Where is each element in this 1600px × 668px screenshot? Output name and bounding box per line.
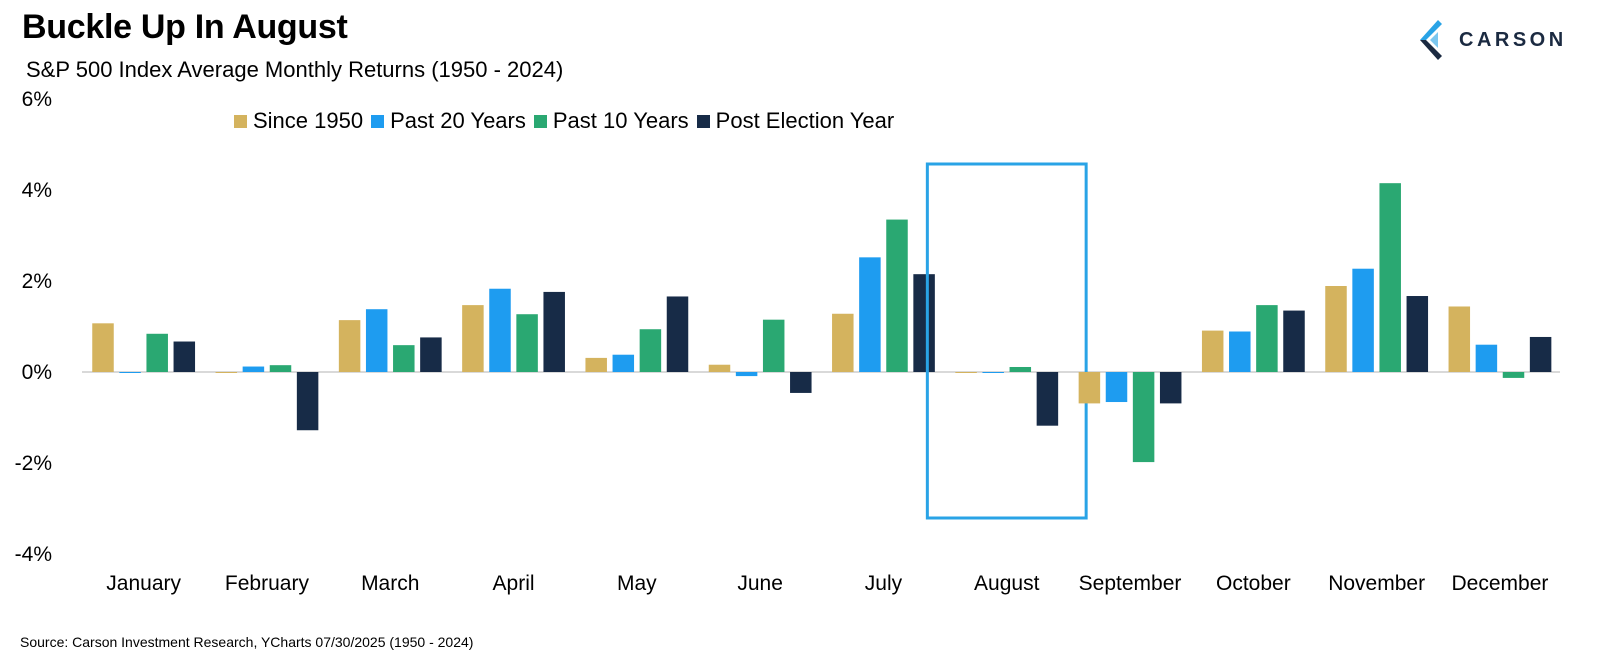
bar-since-1950 — [832, 313, 854, 372]
legend-swatch — [234, 114, 247, 128]
bar-past-20-years — [1475, 344, 1498, 372]
y-tick-label: 6% — [22, 88, 52, 111]
legend-item: Past 20 Years — [371, 108, 526, 134]
bar-since-1950 — [462, 305, 484, 372]
bar-past-20-years — [1229, 331, 1251, 372]
legend-label: Past 20 Years — [390, 108, 526, 133]
x-tick-label: August — [974, 572, 1040, 595]
bar-since-1950 — [1325, 286, 1347, 372]
bar-post-election-year — [666, 296, 689, 372]
bar-post-election-year — [296, 372, 319, 431]
bar-past-10-years — [1132, 372, 1155, 463]
bar-post-election-year — [543, 291, 565, 372]
bar-post-election-year — [1283, 310, 1305, 372]
bar-past-10-years — [762, 319, 785, 372]
bar-past-20-years — [1352, 268, 1374, 372]
bar-since-1950 — [585, 357, 607, 372]
y-tick-label: 4% — [22, 179, 52, 202]
bar-since-1950 — [92, 323, 114, 372]
bar-past-20-years — [859, 257, 881, 372]
bar-past-10-years — [1502, 372, 1525, 378]
bar-since-1950 — [215, 372, 238, 373]
bar-past-10-years — [516, 314, 538, 372]
bar-past-20-years — [119, 372, 141, 373]
bar-past-20-years — [982, 372, 1004, 373]
bar-past-10-years — [1009, 366, 1032, 372]
chart-title: Buckle Up In August — [22, 8, 348, 46]
x-tick-label: March — [361, 572, 419, 595]
x-tick-label: October — [1216, 572, 1291, 595]
y-tick-label: -4% — [15, 543, 52, 566]
legend-item: Post Election Year — [696, 108, 895, 134]
x-tick-label: July — [865, 572, 903, 595]
y-tick-label: 2% — [22, 270, 52, 293]
bar-post-election-year — [790, 372, 812, 393]
bar-post-election-year — [1529, 336, 1552, 372]
y-tick-label: -2% — [15, 452, 52, 475]
bar-since-1950 — [1201, 330, 1224, 372]
legend-item: Past 10 Years — [533, 108, 689, 134]
bar-past-10-years — [393, 345, 415, 372]
legend-swatch — [696, 114, 710, 128]
august-highlight-box — [925, 162, 1088, 520]
bar-since-1950 — [708, 364, 731, 372]
bar-past-10-years — [1379, 183, 1401, 372]
legend-swatch — [371, 114, 385, 128]
bar-past-20-years — [489, 288, 511, 372]
bar-since-1950 — [1448, 306, 1471, 372]
bar-post-election-year — [1036, 372, 1059, 426]
legend-item: Since 1950 — [234, 108, 363, 134]
legend-label: Since 1950 — [253, 108, 364, 133]
x-tick-label: February — [225, 572, 310, 595]
x-tick-label: January — [106, 572, 181, 595]
bar-past-10-years — [146, 333, 168, 372]
bar-post-election-year — [1406, 296, 1429, 372]
legend-label: Past 10 Years — [552, 108, 689, 133]
bar-since-1950 — [1078, 372, 1101, 404]
source-note: Source: Carson Investment Research, YCha… — [20, 634, 474, 650]
legend-label: Post Election Year — [715, 108, 895, 133]
bar-post-election-year — [420, 337, 442, 372]
bar-past-10-years — [269, 365, 292, 372]
carson-logo: CARSON — [1412, 18, 1582, 66]
bar-past-10-years — [1256, 305, 1278, 372]
bar-past-20-years — [1105, 372, 1128, 403]
bar-past-20-years — [365, 309, 388, 372]
bar-past-20-years — [612, 354, 635, 372]
carson-chevron-icon — [1420, 20, 1442, 60]
bar-post-election-year — [1159, 372, 1182, 404]
legend-swatch — [533, 114, 547, 128]
x-tick-label: May — [617, 572, 657, 595]
bar-post-election-year — [173, 341, 196, 372]
bar-past-10-years — [639, 329, 662, 372]
bar-past-20-years — [735, 372, 758, 377]
chart-legend: Since 1950 Past 20 Years Past 10 Years Post… — [234, 108, 902, 134]
logo-text: CARSON — [1459, 29, 1567, 51]
bar-since-1950 — [955, 372, 977, 373]
bar-past-20-years — [242, 366, 265, 372]
bar-since-1950 — [338, 320, 361, 372]
bar-past-10-years — [886, 219, 908, 372]
chart-subtitle: S&P 500 Index Average Monthly Returns (1… — [26, 57, 564, 82]
bar-post-election-year — [913, 274, 935, 372]
x-tick-label: December — [1452, 572, 1549, 595]
x-tick-label: April — [493, 572, 535, 595]
x-tick-label: June — [737, 572, 783, 595]
x-tick-label: September — [1079, 572, 1182, 595]
y-tick-label: 0% — [22, 361, 52, 384]
x-tick-label: November — [1328, 572, 1425, 595]
